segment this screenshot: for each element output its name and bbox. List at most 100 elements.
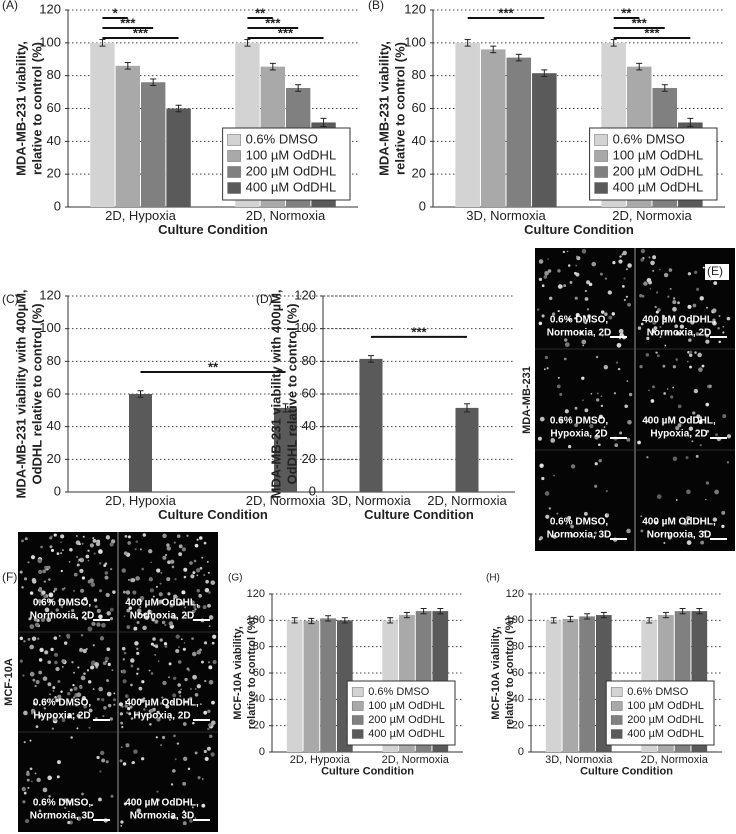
cell [650,399,655,403]
cell [93,598,98,602]
cell [124,704,128,708]
y-tick-label: 0 [309,483,316,498]
cell [23,791,27,795]
panel-label: (G) [228,573,242,584]
cell [601,334,604,337]
y-tick-label: 60 [302,385,316,400]
cell [212,659,217,664]
cell [600,395,603,398]
cell [210,720,216,726]
cell [107,703,112,708]
legend-label: 100 µM OdDHL [368,700,445,712]
cell [61,659,66,664]
y-axis-label: relative to control (%) [504,616,516,729]
cell [598,414,604,419]
x-tick-label: 3D, Normoxia [545,754,613,766]
cell [173,541,176,544]
cell [151,618,155,622]
cell [96,622,101,627]
cell [50,548,55,552]
cell [668,268,673,272]
cell [76,727,79,730]
cell [136,647,139,651]
cell [701,364,705,368]
cell [626,528,631,534]
cell [155,585,158,588]
cell [70,736,73,739]
cell [61,665,64,668]
legend-label: 400 µM OdDHL [627,728,704,740]
tile-label: 400 µM OdDHL, [642,315,716,326]
cell [137,612,141,616]
cell [139,548,142,551]
cell [113,692,116,695]
cell [208,723,212,727]
cell [190,687,193,691]
legend-swatch [351,687,364,697]
cell [640,258,644,262]
cell [690,320,695,325]
cell [98,797,102,802]
cell [192,721,195,725]
cell [705,402,710,407]
cell [649,287,652,290]
legend-swatch [594,166,608,178]
cell [87,626,93,632]
cell [136,667,140,671]
cell [130,683,133,687]
cell [72,683,75,687]
legend-swatch [351,715,364,725]
cell [575,255,579,258]
x-tick-label: 2D, Normoxia [641,754,709,766]
legend-swatch [227,166,241,178]
cell [706,306,708,309]
cell [73,686,78,691]
tile-label: Normoxia, 3D [647,530,711,541]
cell [38,714,42,718]
cell [694,351,697,354]
cell [29,767,33,771]
cell [142,625,147,631]
cell [693,388,699,394]
cell [48,578,51,581]
cell [672,365,676,369]
cell [194,751,198,755]
cell [564,342,570,348]
cell [119,712,123,716]
y-tick-label: 20 [253,720,265,732]
x-axis-label: Culture Condition [580,766,673,778]
cell [38,809,42,813]
cell [194,817,197,819]
cell [164,644,168,648]
cell [201,778,204,780]
cell [651,329,656,334]
y-tick-label: 60 [47,100,61,115]
cell [549,296,553,300]
cell [196,589,200,593]
cell [207,727,210,731]
cell [57,694,62,699]
panel-label: (B) [368,0,384,12]
cell [618,328,624,334]
cell [49,545,53,549]
cell [594,462,598,466]
legend-swatch [610,701,623,711]
cell [33,702,36,706]
cell [179,694,182,698]
cell [41,590,46,595]
cell [148,549,153,554]
cell [206,560,209,563]
y-tick-label: 100 [39,34,61,49]
x-tick-label: 2D, Hypoxia [105,208,177,223]
y-tick-label: 80 [512,641,524,653]
cell [27,637,31,641]
cell [617,367,621,371]
legend-label: 200 µM OdDHL [368,714,445,726]
cell [208,625,211,627]
cell [201,803,206,808]
cell [67,714,72,718]
cell [203,710,208,715]
cell [627,302,631,307]
cell [595,355,599,359]
cell [584,321,588,325]
